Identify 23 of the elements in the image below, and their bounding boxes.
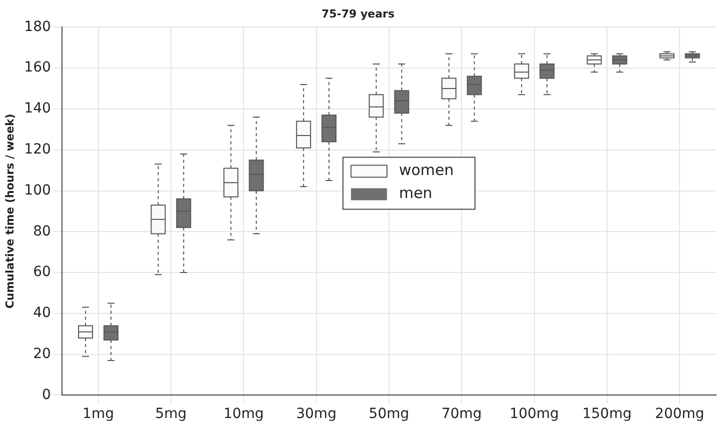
- y-axis-title: Cumulative time (hours / week): [3, 114, 16, 309]
- chart-title: 75-79 years: [321, 7, 395, 20]
- text: women: [398, 161, 454, 180]
- y-tick-label: 140: [24, 100, 51, 117]
- x-tick-label: 70mg: [441, 406, 482, 422]
- x-tick-label: 50mg: [368, 406, 410, 422]
- x-tick-label: 1mg: [82, 406, 114, 422]
- y-tick-label: 20: [33, 346, 51, 362]
- y-tick-label: 80: [33, 223, 51, 240]
- y-tick-label: 180: [24, 18, 51, 35]
- x-tick-label: 150mg: [582, 406, 632, 422]
- x-tick-label: 100mg: [510, 406, 559, 422]
- y-tick-label: 60: [33, 264, 51, 280]
- y-tick-label: 0: [42, 386, 51, 403]
- x-tick-label: 200mg: [655, 406, 704, 422]
- y-tick-label: 100: [24, 182, 51, 198]
- x-tick-label: 5mg: [155, 406, 187, 422]
- x-tick-label: 10mg: [223, 406, 264, 422]
- y-tick-label: 160: [24, 60, 51, 76]
- y-tick-label: 120: [24, 142, 51, 158]
- y-tick-label: 40: [33, 305, 51, 322]
- x-tick-label: 30mg: [296, 406, 336, 422]
- legend-label: men: [398, 184, 432, 202]
